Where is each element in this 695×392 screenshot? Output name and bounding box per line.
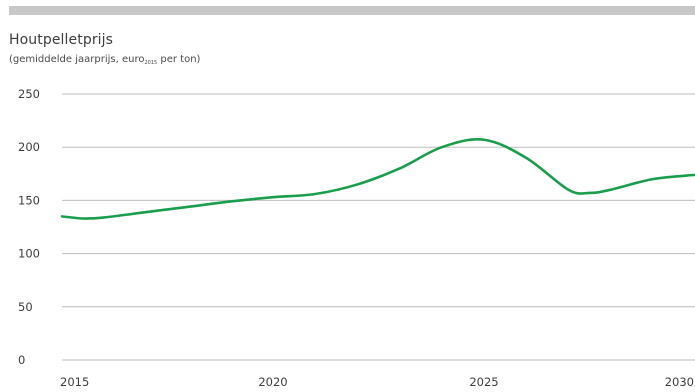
y-tick-label-150: 150 <box>18 193 40 207</box>
x-tick-label-2025: 2025 <box>469 375 498 389</box>
y-tick-label-50: 50 <box>18 300 33 314</box>
chart-subtitle: (gemiddelde jaarprijs, euro2015 per ton) <box>9 54 200 66</box>
x-tick-label-2015: 2015 <box>60 375 89 389</box>
series-layer <box>60 138 695 220</box>
y-tick-label-250: 250 <box>18 87 40 101</box>
y-tick-label-100: 100 <box>18 247 40 261</box>
grid-layer <box>62 93 695 361</box>
subtitle-subscript: 2015 <box>144 60 158 66</box>
subtitle-prefix: (gemiddelde jaarprijs, euro <box>9 54 145 65</box>
x-tick-label-2030: 2030 <box>665 375 694 389</box>
chart-title: Houtpelletprijs <box>9 32 114 48</box>
series-line-0 <box>60 138 695 220</box>
y-tick-labels: 0 50 100 150 200 250 <box>18 87 40 367</box>
y-tick-label-200: 200 <box>18 140 40 154</box>
subtitle-suffix: per ton) <box>157 54 201 65</box>
y-tick-label-0: 0 <box>18 353 25 367</box>
x-tick-label-2020: 2020 <box>258 375 287 389</box>
top-decorative-bar <box>9 6 695 15</box>
x-tick-labels: 2015 2020 2025 2030 <box>60 375 694 389</box>
